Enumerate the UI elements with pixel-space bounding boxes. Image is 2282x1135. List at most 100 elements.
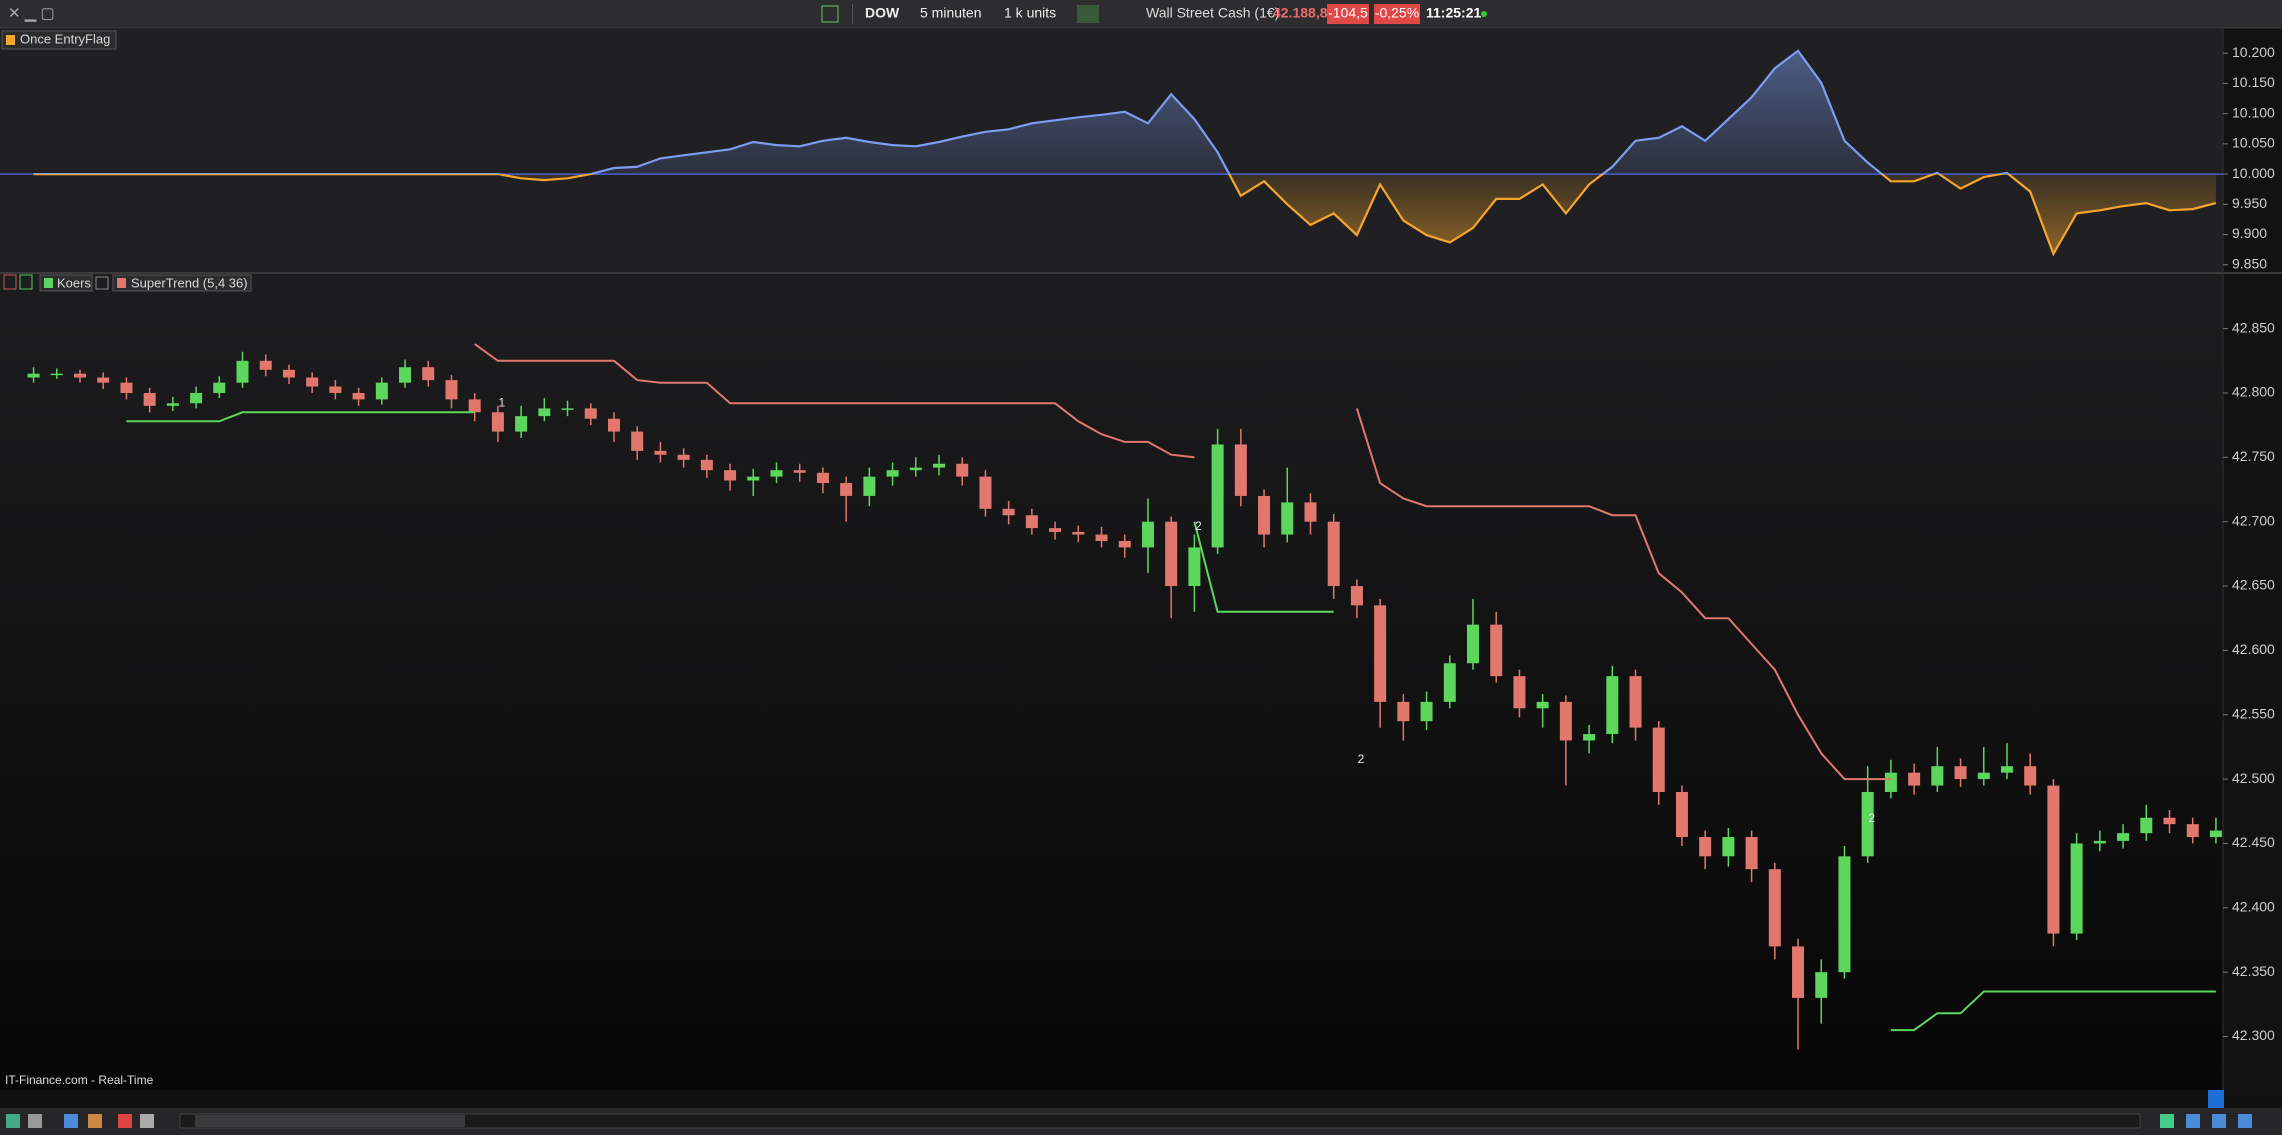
candle-body [1234,444,1247,496]
y-tick-label: 42.350 [2232,963,2275,979]
scroll-end-button[interactable] [2208,1090,2224,1108]
tool[interactable] [118,1114,132,1128]
close-icon[interactable] [3,274,17,290]
scroll-thumb[interactable] [195,1115,465,1127]
symbol-dropdown[interactable]: DOW [865,5,900,21]
last-price: 42.188,8 [1273,5,1328,21]
candle-body [1118,540,1131,548]
settings-icon[interactable] [19,274,33,290]
y-tick-label: 42.800 [2232,384,2275,400]
candle-body [654,450,667,455]
y-tick-label: 10.050 [2232,135,2275,151]
candle-body [1165,521,1178,587]
candle-body [445,380,458,400]
price-axis [2223,29,2282,1090]
candle-body [422,367,435,381]
zoom[interactable] [2238,1114,2252,1128]
candle-body [306,377,319,387]
candle-body [1977,772,1990,780]
candle-body [515,416,528,432]
scrollbar[interactable] [179,1113,2141,1129]
candle-body [979,476,992,509]
y-tick-label: 42.450 [2232,834,2275,850]
candle-body [956,463,969,477]
change-pct-box [1374,4,1420,24]
candle-body [375,382,388,400]
candle-body [747,476,760,481]
instrument-name: Wall Street Cash (1€) [1146,5,1279,21]
candle-body [1583,734,1596,741]
price-panel [0,274,2223,1090]
window-controls[interactable]: ✕ ▁ ▢ [8,5,55,22]
indicator-title: Once EntryFlag [20,31,110,46]
y-tick-label: 10.200 [2232,44,2275,60]
timeframe-dropdown[interactable]: 5 minuten [920,5,981,21]
candle-body [1559,701,1572,741]
candle-body [1258,495,1271,535]
y-tick-label: 10.000 [2232,165,2275,181]
tool[interactable] [2160,1114,2174,1128]
candle-body [631,431,644,451]
change: -104,5 [1328,5,1368,21]
candle-body [793,470,806,473]
candle-body [538,408,551,417]
candle-body [190,392,203,404]
supertrend-label-box[interactable] [112,274,252,292]
chart-icon[interactable] [821,5,839,23]
candle-body [1838,856,1851,973]
candle-body [1884,772,1897,792]
candle-body [27,373,40,378]
indicator-button[interactable] [1077,5,1099,23]
y-tick-label: 42.850 [2232,319,2275,335]
candle-body [468,399,481,413]
candle-body [1327,521,1340,587]
candle-body [2186,824,2199,838]
candle-body [2117,833,2130,841]
draw-tool[interactable] [6,1114,20,1128]
candle-body [1675,791,1688,838]
status-dot [1481,11,1487,17]
separator [852,4,853,24]
candle-body [816,472,829,484]
candle-body [491,412,504,432]
y-tick-label: 42.550 [2232,705,2275,721]
tool[interactable] [88,1114,102,1128]
zoom[interactable] [2186,1114,2200,1128]
signal-label: 2 [1358,752,1365,766]
list-icon[interactable] [95,276,109,290]
candle-body [329,386,342,393]
candle-body [1606,676,1619,735]
candle-body [2024,766,2037,786]
candle-body [1629,676,1642,728]
price-series-name: Koers [57,275,91,290]
y-tick-label: 42.600 [2232,641,2275,657]
signal-label: 2 [1868,811,1875,825]
candle-body [1954,766,1967,780]
units-dropdown[interactable]: 1 k units [1004,5,1056,21]
indicator-label-box[interactable] [1,30,117,50]
candle-body [1536,701,1549,709]
candle-body [1025,515,1038,529]
candle-body [1211,444,1224,548]
tool[interactable] [28,1114,42,1128]
candle-body [1722,837,1735,857]
supertrend-name: SuperTrend (5,4 36) [131,275,248,290]
zoom[interactable] [2212,1114,2226,1128]
y-tick-label: 42.700 [2232,512,2275,528]
tool[interactable] [64,1114,78,1128]
candle-body [120,382,133,393]
candle-body [1815,972,1828,998]
tool[interactable] [140,1114,154,1128]
candle-body [909,467,922,471]
candle-body [933,463,946,468]
indicator-swatch [6,35,15,45]
candle-body [561,408,574,410]
candle-body [1350,586,1363,606]
candle-body [607,418,620,432]
supertrend-lower [126,411,2216,1032]
candle-body [1490,624,1503,677]
candle-body [1861,791,1874,857]
candle-body [1792,946,1805,998]
toolbar [0,0,2282,28]
